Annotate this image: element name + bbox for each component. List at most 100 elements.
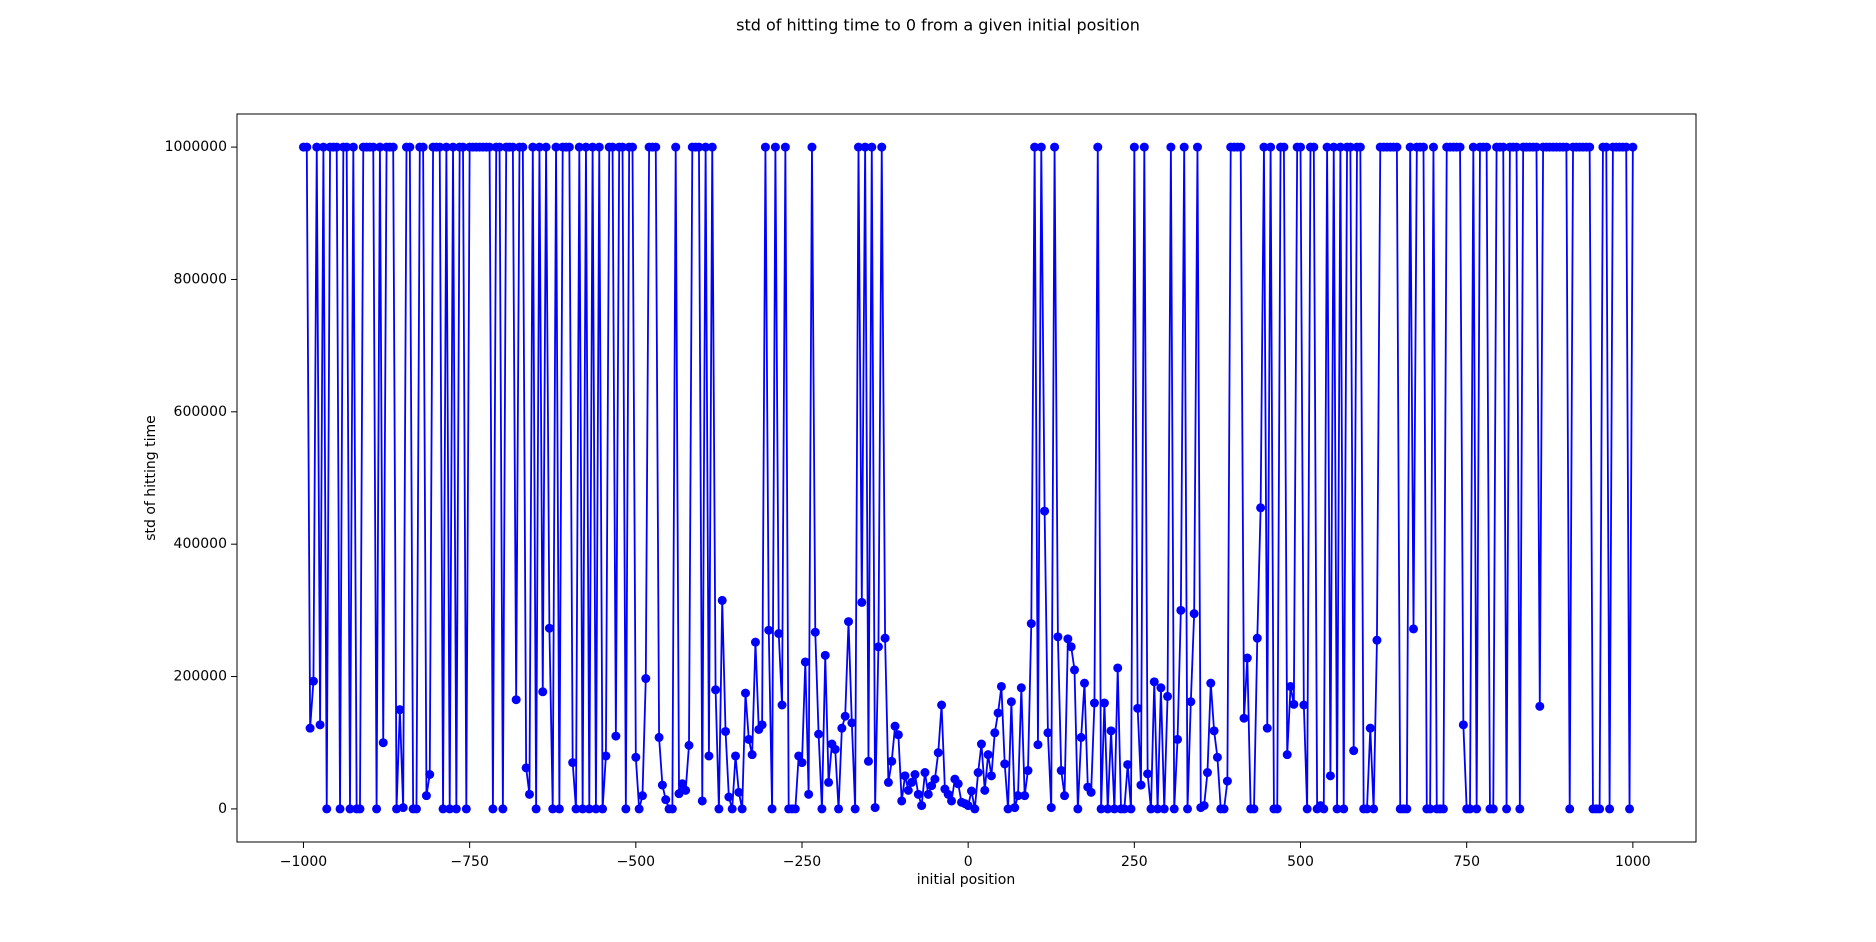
- data-point: [1222, 776, 1232, 786]
- data-point: [661, 795, 671, 805]
- data-point: [1272, 804, 1282, 814]
- data-point: [1136, 780, 1146, 790]
- x-tick-label: 250: [1121, 854, 1148, 870]
- data-point: [1153, 804, 1163, 814]
- data-point: [701, 142, 711, 152]
- data-point: [1561, 142, 1571, 152]
- data-point: [438, 804, 448, 814]
- data-point: [1282, 750, 1292, 760]
- x-tick-label: 750: [1453, 854, 1480, 870]
- data-point: [1256, 503, 1266, 513]
- data-point: [411, 804, 421, 814]
- data-point: [1286, 681, 1296, 691]
- data-point: [1076, 732, 1086, 742]
- data-point: [993, 708, 1003, 718]
- data-point: [1498, 142, 1508, 152]
- data-point: [880, 633, 890, 643]
- data-point: [1249, 804, 1259, 814]
- data-point: [1289, 699, 1299, 709]
- data-point: [1329, 142, 1339, 152]
- data-point: [917, 801, 927, 811]
- data-point: [947, 796, 957, 806]
- data-point: [1236, 142, 1246, 152]
- data-point: [744, 734, 754, 744]
- data-point: [1488, 804, 1498, 814]
- data-point: [930, 774, 940, 784]
- data-point: [887, 756, 897, 766]
- y-tick-label: 200000: [174, 669, 227, 685]
- data-point: [970, 804, 980, 814]
- data-point: [335, 804, 345, 814]
- data-point: [1322, 142, 1332, 152]
- data-point: [844, 617, 854, 627]
- y-tick-label: 600000: [174, 404, 227, 420]
- data-point: [1129, 142, 1139, 152]
- data-point: [877, 142, 887, 152]
- data-point: [980, 785, 990, 795]
- data-point: [1043, 728, 1053, 738]
- data-point: [1192, 142, 1202, 152]
- data-point: [933, 748, 943, 758]
- data-point: [451, 804, 461, 814]
- data-point: [1332, 804, 1342, 814]
- data-point: [1369, 804, 1379, 814]
- data-point: [867, 142, 877, 152]
- data-point: [421, 791, 431, 801]
- data-point: [568, 758, 578, 768]
- data-point: [1066, 642, 1076, 652]
- data-point: [518, 142, 528, 152]
- data-point: [1349, 746, 1359, 756]
- data-point: [1468, 142, 1478, 152]
- data-point: [704, 751, 714, 761]
- data-point: [538, 687, 548, 697]
- data-point: [651, 142, 661, 152]
- data-point: [1013, 791, 1023, 801]
- data-point: [1079, 678, 1089, 688]
- data-point: [863, 756, 873, 766]
- data-point: [1565, 804, 1575, 814]
- data-point: [737, 804, 747, 814]
- x-tick-label: 1000: [1615, 854, 1651, 870]
- data-point: [684, 740, 694, 750]
- data-point: [1093, 142, 1103, 152]
- data-point: [757, 720, 767, 730]
- data-point: [508, 142, 518, 152]
- data-point: [973, 768, 983, 778]
- data-point: [1601, 142, 1611, 152]
- data-point: [817, 804, 827, 814]
- data-point: [883, 777, 893, 787]
- data-point: [1036, 142, 1046, 152]
- data-point: [498, 804, 508, 814]
- data-point: [551, 142, 561, 152]
- data-point: [1266, 142, 1276, 152]
- data-point: [920, 768, 930, 778]
- data-point: [963, 801, 973, 811]
- data-point: [1089, 698, 1099, 708]
- data-point: [847, 718, 857, 728]
- data-point: [372, 804, 382, 814]
- data-point: [1482, 142, 1492, 152]
- data-point: [302, 142, 312, 152]
- data-point: [1279, 142, 1289, 152]
- data-point: [405, 142, 415, 152]
- data-point: [983, 750, 993, 760]
- y-tick-label: 1000000: [165, 139, 227, 155]
- data-point: [584, 804, 594, 814]
- data-point: [1169, 804, 1179, 814]
- data-point: [627, 142, 637, 152]
- data-point: [1335, 142, 1345, 152]
- data-point: [923, 789, 933, 799]
- data-point: [667, 804, 677, 814]
- data-point: [441, 142, 451, 152]
- data-point: [840, 711, 850, 721]
- data-point: [1099, 698, 1109, 708]
- data-point: [1212, 752, 1222, 762]
- data-point: [448, 142, 458, 152]
- data-point: [322, 804, 332, 814]
- data-point: [1309, 142, 1319, 152]
- data-point: [1585, 142, 1595, 152]
- data-point: [495, 142, 505, 152]
- data-point: [747, 750, 757, 760]
